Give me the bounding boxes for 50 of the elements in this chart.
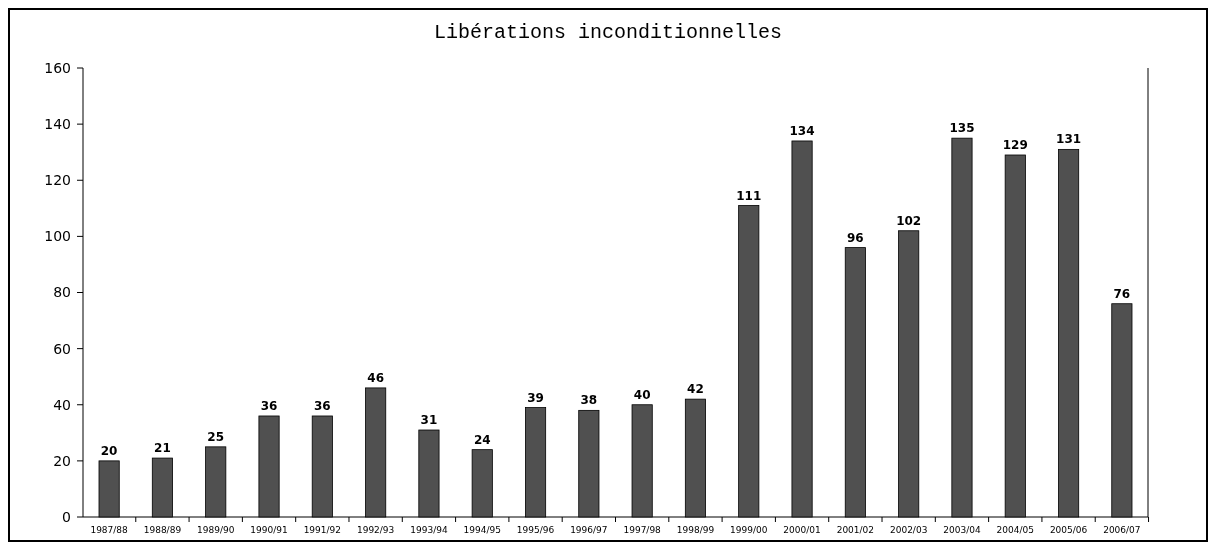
data-label: 134	[789, 123, 815, 138]
data-label: 76	[1113, 286, 1131, 301]
y-tick-label: 20	[53, 452, 71, 469]
y-tick-label: 100	[44, 228, 71, 245]
data-label: 39	[527, 390, 544, 405]
x-tick-label: 1989/90	[197, 525, 235, 535]
x-tick-label: 2003/04	[943, 525, 981, 535]
data-label: 42	[687, 382, 704, 397]
data-label: 129	[1002, 137, 1028, 152]
data-label: 31	[420, 413, 438, 428]
x-tick-label: 2006/07	[1103, 525, 1141, 535]
y-tick-label: 160	[44, 59, 71, 76]
data-label: 111	[736, 188, 762, 203]
y-tick-label: 0	[62, 508, 71, 525]
x-tick-label: 1990/91	[250, 525, 288, 535]
data-label: 96	[847, 230, 864, 245]
chart-title: Libérations inconditionnelles	[433, 21, 783, 44]
x-tick-label: 1992/93	[356, 525, 395, 535]
data-label: 40	[633, 387, 651, 402]
data-label: 131	[1056, 132, 1082, 147]
x-tick-label: 1987/88	[90, 525, 129, 535]
data-label: 21	[154, 441, 171, 456]
y-tick-label: 40	[53, 396, 71, 413]
x-tick-label: 1988/89	[143, 525, 182, 535]
y-tick-label: 60	[53, 340, 71, 357]
y-tick-label: 80	[53, 284, 71, 301]
x-tick-label: 2002/03	[889, 525, 928, 535]
x-tick-label: 1996/97	[570, 525, 608, 535]
x-tick-label: 1999/00	[730, 525, 768, 535]
data-label: 36	[260, 398, 278, 413]
x-tick-label: 2005/06	[1049, 525, 1088, 535]
data-label: 20	[100, 443, 118, 458]
x-tick-label: 1993/94	[410, 525, 448, 535]
data-label: 24	[473, 432, 491, 447]
data-label: 36	[313, 398, 331, 413]
data-label: 102	[896, 213, 922, 228]
x-tick-label: 2004/05	[996, 525, 1034, 535]
x-tick-label: 1997/98	[623, 525, 662, 535]
x-tick-label: 1991/92	[303, 525, 342, 535]
data-label: 46	[367, 370, 384, 385]
x-tick-label: 1998/99	[676, 525, 715, 535]
y-tick-label: 140	[44, 116, 71, 133]
x-tick-label: 2001/02	[836, 525, 875, 535]
data-label: 135	[949, 121, 975, 136]
data-label: 25	[207, 429, 225, 444]
data-label: 38	[580, 393, 598, 408]
x-tick-label: 1994/95	[463, 525, 501, 535]
x-tick-label: 2000/01	[783, 525, 821, 535]
y-tick-label: 120	[44, 172, 71, 189]
x-tick-label: 1995/96	[516, 525, 555, 535]
